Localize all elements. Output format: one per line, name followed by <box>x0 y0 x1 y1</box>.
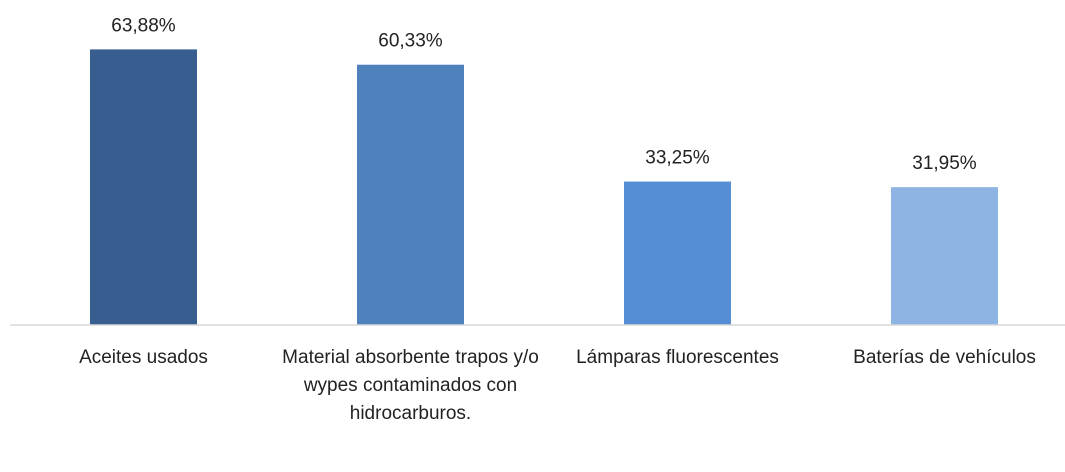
value-label: 33,25% <box>645 148 710 169</box>
x-tick-label: Material absorbente trapos y/o wypes con… <box>282 347 539 424</box>
x-tick-label: Aceites usados <box>79 347 208 368</box>
x-tick-label: Baterías de vehículos <box>853 347 1036 368</box>
value-label: 63,88% <box>111 15 176 36</box>
bar <box>90 49 197 325</box>
bar <box>357 64 464 325</box>
value-label: 60,33% <box>378 31 443 52</box>
x-tick-label: Lámparas fluorescentes <box>576 347 779 368</box>
bar <box>891 187 998 325</box>
value-label: 31,95% <box>912 153 977 174</box>
bar <box>624 181 731 325</box>
